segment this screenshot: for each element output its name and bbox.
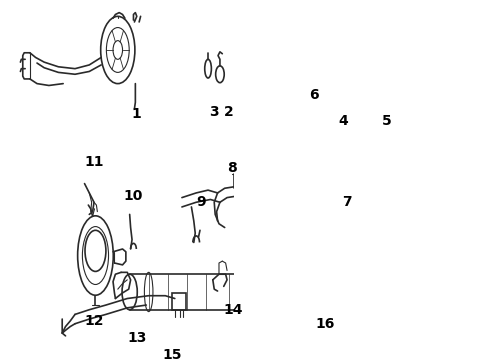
Text: 3: 3	[209, 105, 219, 119]
Text: 4: 4	[339, 114, 348, 128]
Text: 10: 10	[124, 189, 143, 203]
FancyBboxPatch shape	[172, 293, 186, 310]
Text: 13: 13	[127, 331, 147, 345]
Text: 6: 6	[309, 88, 319, 102]
Text: 9: 9	[196, 195, 206, 209]
Text: 8: 8	[227, 161, 237, 175]
Text: 11: 11	[84, 155, 104, 169]
Text: 2: 2	[223, 105, 233, 119]
Text: 12: 12	[84, 314, 104, 328]
Text: 7: 7	[343, 195, 352, 209]
Text: 15: 15	[163, 347, 182, 360]
Text: 5: 5	[382, 114, 392, 128]
Text: 16: 16	[316, 317, 335, 331]
Text: 1: 1	[132, 107, 142, 121]
Text: 14: 14	[223, 303, 243, 317]
